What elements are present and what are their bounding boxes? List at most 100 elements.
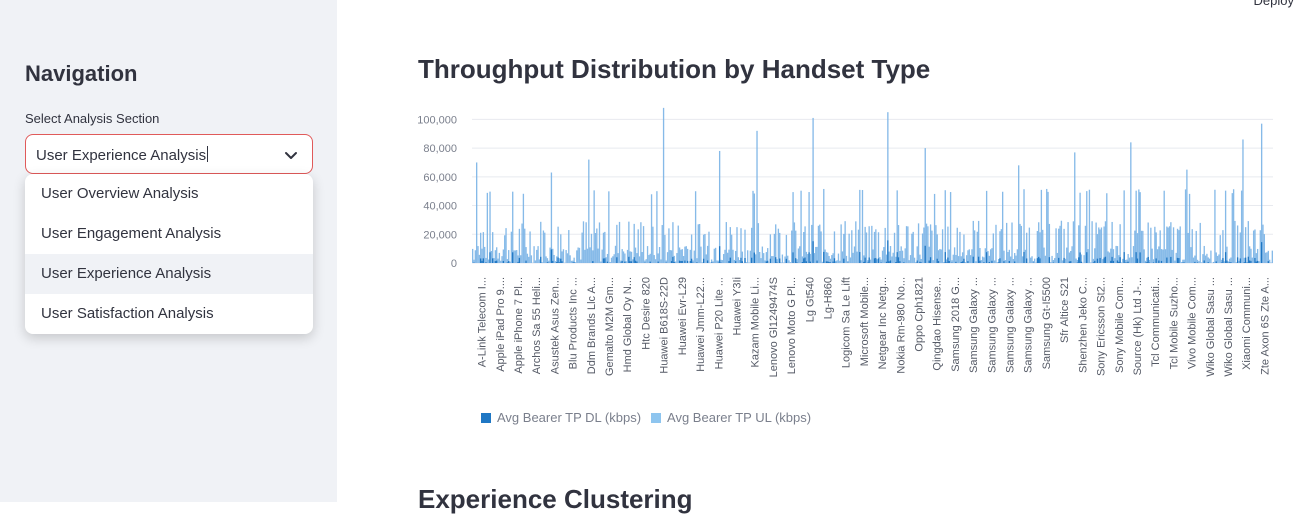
bar-ul [1150, 228, 1151, 263]
bar-ul [762, 247, 763, 263]
x-tick-label: Source (Hk) Ltd J-... [1132, 277, 1144, 375]
analysis-section-select[interactable]: User Experience Analysis [25, 134, 313, 174]
bar-ul [1168, 228, 1169, 263]
bar-dl [631, 261, 632, 263]
bar-ul [962, 252, 963, 263]
bar-dl [890, 260, 891, 263]
x-tick-label: Samsung Galaxy ... [1023, 277, 1035, 373]
bar-ul [1119, 224, 1120, 263]
bar-ul [671, 250, 672, 263]
bar-ul [772, 256, 773, 263]
text-cursor [207, 146, 208, 162]
bar-ul [1133, 246, 1134, 263]
bar-ul [905, 248, 906, 263]
select-dropdown-menu: User Overview Analysis User Engagement A… [25, 174, 313, 334]
bar-dl [751, 258, 752, 263]
bar-ul [642, 252, 643, 263]
bar-ul [1265, 253, 1266, 263]
bar-ul [477, 246, 478, 263]
bar-ul [610, 262, 611, 263]
bar-ul [1017, 249, 1018, 263]
bar-dl [1249, 260, 1250, 263]
option-user-satisfaction[interactable]: User Satisfaction Analysis [25, 294, 313, 334]
bar-dl [1184, 262, 1185, 263]
bar-ul [699, 224, 700, 263]
bar-dl [864, 258, 865, 263]
bar-dl [1105, 257, 1106, 263]
bar-ul [756, 131, 757, 263]
bar-dl [998, 262, 999, 263]
bar-ul [563, 249, 564, 263]
bar-ul [1050, 262, 1051, 263]
bar-dl [897, 252, 898, 263]
bar-dl [1038, 257, 1039, 263]
option-user-experience[interactable]: User Experience Analysis [25, 254, 313, 294]
bar-dl [802, 262, 803, 263]
bar-ul [848, 234, 849, 263]
bar-ul [763, 253, 764, 263]
bar-dl [1140, 252, 1141, 263]
bar-dl [624, 262, 625, 263]
x-tick-label: Apple iPad Pro 9.... [495, 277, 507, 372]
bar-ul [1198, 261, 1199, 263]
bar-dl [1049, 257, 1050, 263]
bar-dl [1097, 259, 1098, 263]
x-tick-label: Huawei Evr-L29 [677, 277, 689, 355]
bar-ul [1184, 260, 1185, 263]
bar-ul [1141, 231, 1142, 263]
bar-ul [1071, 246, 1072, 263]
bar-ul [647, 246, 648, 263]
bar-ul [1002, 192, 1003, 263]
option-user-engagement[interactable]: User Engagement Analysis [25, 214, 313, 254]
bar-ul [545, 256, 546, 263]
bar-dl [552, 261, 553, 263]
bar-ul [946, 259, 947, 263]
deploy-button[interactable]: Deploy [1254, 0, 1294, 8]
bar-dl [925, 246, 926, 263]
bar-dl [1204, 260, 1205, 263]
bar-ul [860, 260, 861, 263]
bar-ul [866, 232, 867, 263]
bar-dl [1117, 260, 1118, 263]
bar-dl [947, 258, 948, 263]
bar-ul [736, 227, 737, 263]
bar-ul [1010, 257, 1011, 263]
bar-ul [971, 249, 972, 263]
bar-dl [604, 258, 605, 263]
bar-ul [536, 250, 537, 263]
bar-dl [979, 261, 980, 263]
bar-ul [623, 251, 624, 263]
bar-ul [600, 262, 601, 263]
bar-ul [664, 235, 665, 263]
select-current-value[interactable]: User Experience Analysis [36, 146, 208, 164]
bar-ul [967, 250, 968, 263]
bar-ul [656, 191, 657, 263]
legend-item-dl[interactable]: Avg Bearer TP DL (kbps) [481, 410, 641, 425]
bar-ul [524, 229, 525, 263]
bar-ul [1057, 253, 1058, 263]
bar-ul [998, 259, 999, 263]
chevron-down-icon[interactable] [284, 148, 298, 162]
bar-ul [560, 234, 561, 263]
bar-ul [663, 108, 664, 263]
bar-dl [878, 258, 879, 263]
bar-ul [934, 194, 935, 263]
legend-item-ul[interactable]: Avg Bearer TP UL (kbps) [651, 410, 811, 425]
bar-ul [755, 254, 756, 263]
y-tick-label: 100,000 [417, 114, 457, 126]
bar-dl [938, 261, 939, 263]
x-tick-label: Wiko Global Sasu ... [1223, 277, 1235, 377]
bar-ul [802, 256, 803, 263]
bar-ul [599, 222, 600, 263]
bar-ul [1034, 259, 1035, 263]
bar-dl [607, 262, 608, 263]
bar-dl [719, 246, 720, 263]
x-tick-label: Nokia Rm-980 No... [895, 277, 907, 374]
bar-dl [1113, 261, 1114, 263]
option-user-overview[interactable]: User Overview Analysis [25, 174, 313, 214]
y-tick-label: 0 [451, 258, 457, 270]
bar-ul [846, 256, 847, 263]
bar-ul [1266, 252, 1267, 263]
bar-dl [812, 241, 813, 263]
bar-ul [1130, 142, 1131, 263]
